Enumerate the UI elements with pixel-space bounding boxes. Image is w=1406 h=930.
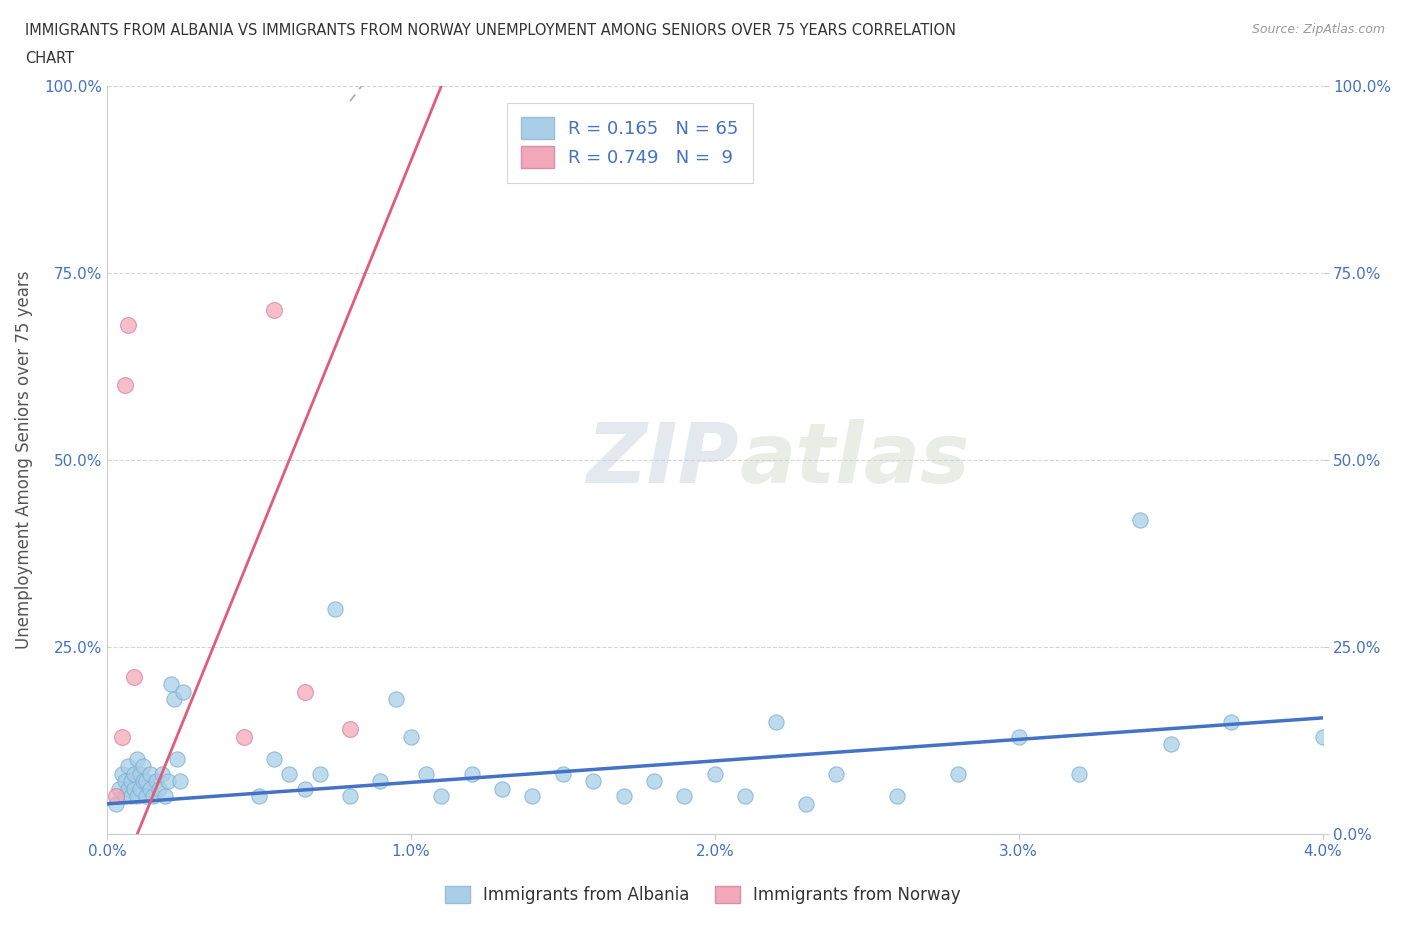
- Point: [339, 789, 361, 804]
- Point: [278, 766, 301, 781]
- Point: [117, 781, 139, 796]
- Point: [294, 684, 316, 699]
- Point: [153, 789, 176, 804]
- Point: [1220, 714, 1243, 729]
- Point: [127, 751, 149, 766]
- Point: [673, 789, 696, 804]
- Point: [127, 789, 149, 804]
- Point: [886, 789, 908, 804]
- Point: [105, 789, 128, 804]
- Point: [247, 789, 270, 804]
- Point: [135, 774, 157, 789]
- Point: [145, 774, 167, 789]
- Point: [1312, 729, 1334, 744]
- Point: [150, 766, 173, 781]
- Point: [308, 766, 330, 781]
- Point: [946, 766, 969, 781]
- Point: [323, 602, 346, 617]
- Text: atlas: atlas: [740, 419, 970, 500]
- Point: [163, 692, 186, 707]
- Point: [135, 789, 157, 804]
- Point: [522, 789, 544, 804]
- Legend: Immigrants from Albania, Immigrants from Norway: Immigrants from Albania, Immigrants from…: [437, 878, 969, 912]
- Point: [159, 677, 181, 692]
- Y-axis label: Unemployment Among Seniors over 75 years: Unemployment Among Seniors over 75 years: [15, 271, 32, 649]
- Point: [1008, 729, 1031, 744]
- Point: [263, 751, 285, 766]
- Point: [643, 774, 665, 789]
- Text: Source: ZipAtlas.com: Source: ZipAtlas.com: [1251, 23, 1385, 36]
- Point: [132, 774, 155, 789]
- Point: [111, 729, 134, 744]
- Point: [124, 670, 146, 684]
- Point: [138, 766, 160, 781]
- Point: [117, 318, 139, 333]
- Point: [294, 781, 316, 796]
- Legend: R = 0.165   N = 65, R = 0.749   N =  9: R = 0.165 N = 65, R = 0.749 N = 9: [506, 102, 752, 183]
- Point: [232, 729, 254, 744]
- Point: [169, 774, 191, 789]
- Point: [1129, 512, 1152, 527]
- Point: [399, 729, 422, 744]
- Point: [703, 766, 725, 781]
- Point: [124, 766, 146, 781]
- Point: [734, 789, 756, 804]
- Point: [114, 789, 136, 804]
- Point: [339, 722, 361, 737]
- Point: [108, 781, 131, 796]
- Point: [105, 796, 128, 811]
- Point: [460, 766, 482, 781]
- Point: [114, 774, 136, 789]
- Point: [384, 692, 406, 707]
- Point: [142, 789, 165, 804]
- Point: [430, 789, 453, 804]
- Point: [117, 759, 139, 774]
- Point: [370, 774, 392, 789]
- Point: [129, 766, 152, 781]
- Point: [114, 378, 136, 392]
- Point: [148, 781, 170, 796]
- Point: [1069, 766, 1091, 781]
- Point: [582, 774, 605, 789]
- Text: IMMIGRANTS FROM ALBANIA VS IMMIGRANTS FROM NORWAY UNEMPLOYMENT AMONG SENIORS OVE: IMMIGRANTS FROM ALBANIA VS IMMIGRANTS FR…: [25, 23, 956, 38]
- Point: [551, 766, 574, 781]
- Point: [765, 714, 787, 729]
- Point: [794, 796, 817, 811]
- Point: [263, 303, 285, 318]
- Point: [1160, 737, 1182, 751]
- Point: [129, 781, 152, 796]
- Point: [415, 766, 437, 781]
- Point: [166, 751, 188, 766]
- Text: CHART: CHART: [25, 51, 75, 66]
- Point: [138, 781, 160, 796]
- Point: [120, 774, 142, 789]
- Point: [613, 789, 636, 804]
- Point: [491, 781, 513, 796]
- Point: [132, 759, 155, 774]
- Point: [124, 781, 146, 796]
- Point: [172, 684, 194, 699]
- Point: [156, 774, 179, 789]
- Text: ZIP: ZIP: [586, 419, 740, 500]
- Point: [120, 789, 142, 804]
- Point: [111, 766, 134, 781]
- Point: [825, 766, 848, 781]
